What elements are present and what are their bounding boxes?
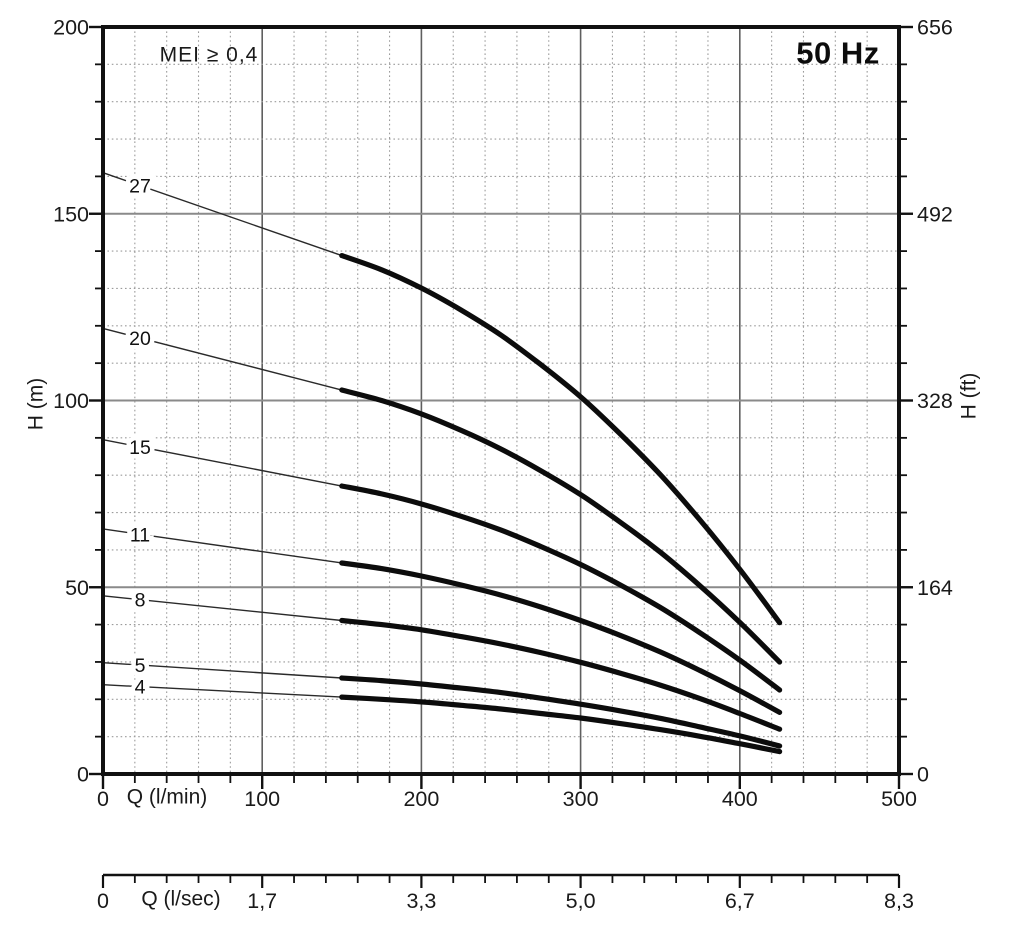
left-axis-tick-label: 50 [65,576,89,600]
curve-label-11: 11 [130,524,150,546]
plot-frame [101,25,901,776]
left-axis-title: H (m) [24,377,48,431]
mei-rating-label: MEI ≥ 0,4 [159,43,259,67]
left-axis-tick-label: 100 [53,389,89,413]
right-axis-title: H (ft) [957,372,981,420]
curve-leader-5 [102,661,342,679]
left-axis-tick-label: 200 [53,16,89,40]
frame [101,25,901,776]
curve-leader-8 [102,595,342,622]
secondary-axis-tick-label: 6,7 [725,889,755,913]
secondary-axis-tick-label: 3,3 [406,889,436,913]
curve-label-4: 4 [135,677,146,699]
curve-15-stages [339,483,783,693]
curve-leader-20 [102,327,342,391]
curves [339,253,783,755]
right-axis-tick-label: 492 [917,202,953,226]
bottom-axis-tick-label: 0 [97,787,109,811]
bottom-axis-tick-label: 500 [881,787,917,811]
curve-8-stages [339,617,783,732]
secondary-axis-tick-label: 5,0 [566,889,596,913]
bottom-axis: 0 100 200 300 400 500 [97,774,917,811]
secondary-axis-tick-label: 8,3 [884,889,914,913]
gridlines [103,27,899,774]
curve-leaders [102,172,343,698]
curve-27-stages [339,253,783,626]
curve-label-15: 15 [129,437,151,459]
curve-leader-15 [102,439,342,487]
bottom-axis-tick-label: 100 [244,787,280,811]
frequency-label: 50 Hz [796,35,880,71]
curve-20-stages [339,387,783,665]
right-axis-tick-label: 0 [917,763,929,787]
right-axis-tick-label: 656 [917,16,953,40]
left-axis-tick-label: 150 [53,202,89,226]
curve-11-stages [339,560,783,715]
right-axis: 0 164 328 492 656 [899,16,953,787]
left-axis: 0 50 100 150 200 [53,16,103,787]
secondary-axis-tick-label: 0 [97,889,109,913]
bottom-axis-tick-label: 300 [563,787,599,811]
bottom-axis-tick-label: 400 [722,787,758,811]
curve-label-27: 27 [129,176,151,198]
series-labels: 27 20 15 11 8 54 [125,171,156,703]
secondary-axis-tick-label: 1,7 [247,889,277,913]
curve-label-8: 8 [135,590,146,612]
curve-leader-4 [102,684,342,698]
left-axis-tick-label: 0 [77,763,89,787]
secondary-axis: 0 1,7 3,3 5,0 6,7 8,3 [97,873,914,913]
curve-leader-11 [102,528,342,564]
secondary-axis-title: Q (l/sec) [141,887,221,911]
bottom-axis-title: Q (l/min) [126,785,208,809]
curve-label-20: 20 [129,328,151,350]
curve-label-5: 5 [135,655,146,677]
curve-leader-27 [102,172,343,257]
right-axis-tick-label: 328 [917,389,953,413]
bottom-axis-tick-label: 200 [403,787,439,811]
curve-5-stages [339,675,783,749]
curve-4-stages [339,694,783,755]
right-axis-tick-label: 164 [917,576,953,600]
